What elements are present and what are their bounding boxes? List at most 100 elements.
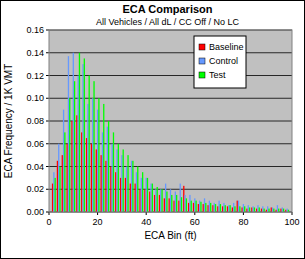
bar — [170, 189, 171, 212]
bar — [278, 209, 279, 212]
bar — [149, 192, 150, 212]
chart: ECA ComparisonAll Vehicles / All dL / CC… — [0, 0, 305, 259]
bar — [126, 167, 127, 213]
bar — [234, 206, 235, 212]
bar — [93, 81, 94, 212]
bar — [251, 207, 252, 212]
bar — [146, 178, 147, 212]
bar — [191, 201, 192, 212]
bar — [137, 167, 138, 213]
bar — [171, 195, 172, 212]
y-tick-label: 0.12 — [26, 71, 44, 81]
legend-swatch — [199, 58, 205, 64]
y-grid-line — [49, 52, 292, 53]
bar — [86, 138, 87, 212]
bar — [175, 192, 176, 212]
bar — [193, 203, 194, 212]
bar — [228, 205, 229, 212]
bar — [198, 204, 199, 212]
plot-area — [49, 30, 292, 212]
chart-border — [1, 1, 305, 259]
bar — [97, 110, 98, 212]
bar — [283, 209, 284, 212]
bar — [263, 209, 264, 212]
bar — [81, 132, 82, 212]
bar — [110, 167, 111, 213]
bar — [176, 195, 177, 212]
y-grid-line — [49, 166, 292, 167]
bar — [59, 167, 60, 213]
bar — [113, 132, 114, 212]
bar — [74, 81, 75, 212]
y-tick-label: 0.16 — [26, 25, 44, 35]
bar — [166, 192, 167, 212]
bar — [217, 206, 218, 212]
bar — [164, 198, 165, 212]
bar — [147, 178, 148, 212]
bar — [64, 132, 65, 212]
bar — [184, 195, 185, 212]
bar — [204, 198, 205, 212]
bar — [116, 149, 117, 212]
bar — [183, 186, 184, 212]
bar — [189, 195, 190, 212]
bar — [249, 207, 250, 212]
x-tick-label: 0 — [46, 217, 51, 227]
bar — [154, 195, 155, 212]
bar — [66, 144, 67, 212]
bar — [84, 58, 85, 212]
bar — [233, 203, 234, 212]
bar — [79, 53, 80, 212]
bar — [82, 64, 83, 212]
bar — [55, 178, 56, 212]
bar — [132, 161, 133, 212]
legend-label: Control — [209, 56, 238, 66]
bar — [244, 206, 245, 212]
y-tick-label: 0.00 — [26, 207, 44, 217]
bar — [123, 149, 124, 212]
bar — [169, 198, 170, 212]
bar — [180, 184, 181, 212]
y-tick-label: 0.14 — [26, 48, 44, 58]
bar — [63, 110, 64, 212]
bar — [248, 205, 249, 212]
bar — [139, 189, 140, 212]
bar — [78, 76, 79, 213]
bar — [101, 155, 102, 212]
y-tick-label: 0.02 — [26, 184, 44, 194]
bar — [107, 127, 108, 212]
bar — [261, 209, 262, 212]
y-tick-label: 0.06 — [26, 139, 44, 149]
y-grid-line — [49, 121, 292, 122]
bar — [155, 189, 156, 212]
title: ECA Comparison — [122, 3, 212, 15]
bar — [96, 149, 97, 212]
bar — [62, 155, 63, 212]
bar — [238, 201, 239, 212]
bar — [103, 104, 104, 212]
bar — [286, 209, 287, 212]
bar — [73, 53, 74, 212]
legend-swatch — [199, 72, 205, 78]
bar — [71, 121, 72, 212]
legend-swatch — [199, 44, 205, 50]
bar — [239, 206, 240, 212]
bar — [120, 178, 121, 212]
bar — [58, 144, 59, 212]
bar — [135, 184, 136, 212]
bar — [262, 206, 263, 212]
bar — [160, 189, 161, 212]
bar — [121, 155, 122, 212]
bar — [89, 76, 90, 213]
bar — [254, 207, 255, 212]
bar — [53, 172, 54, 212]
bar — [105, 161, 106, 212]
bar — [267, 206, 268, 212]
bar — [127, 155, 128, 212]
bar — [243, 204, 244, 212]
bar — [165, 184, 166, 212]
legend — [194, 36, 246, 88]
bar — [218, 201, 219, 212]
y-tick-label: 0.08 — [26, 116, 44, 126]
x-axis-title: ECA Bin (ft) — [144, 230, 196, 241]
